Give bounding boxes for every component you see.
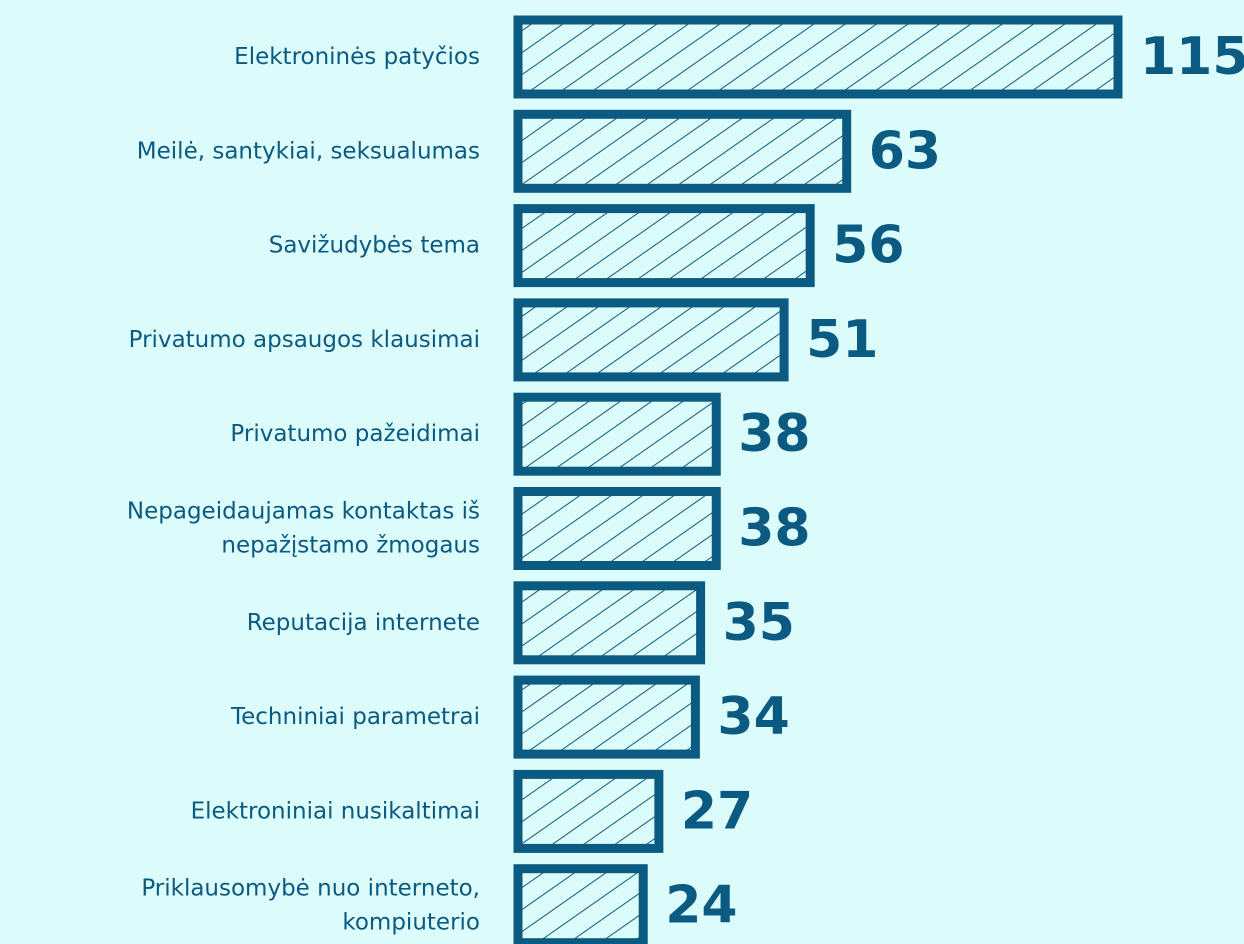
category-label: Elektroniniai nusikaltimai (191, 798, 480, 824)
category-label: Priklausomybė nuo interneto, kompiuterio (141, 875, 480, 935)
bar (513, 298, 789, 382)
value-label: 24 (665, 876, 737, 936)
value-label: 51 (806, 310, 878, 370)
value-label: 38 (738, 499, 810, 559)
value-label: 34 (717, 687, 789, 747)
category-label: Privatumo pažeidimai (230, 421, 480, 447)
bar (513, 392, 721, 476)
category-label: Techniniai parametrai (230, 704, 480, 730)
bar (513, 581, 706, 665)
category-label: Reputacija internete (247, 609, 480, 635)
bar (513, 109, 852, 193)
value-label: 38 (738, 404, 810, 464)
bar (513, 15, 1123, 99)
value-label: 35 (723, 593, 795, 653)
category-label: Savižudybės tema (269, 232, 480, 258)
value-label: 56 (832, 216, 904, 276)
category-label: Elektroninės patyčios (234, 44, 480, 70)
bar (513, 769, 664, 853)
category-label: Nepageidaujamas kontaktas iš nepažįstamo … (127, 498, 480, 558)
value-label: 115 (1140, 27, 1244, 87)
bar (513, 864, 648, 944)
bar (513, 675, 700, 759)
category-label: Privatumo apsaugos klausimai (129, 326, 480, 352)
value-label: 27 (681, 781, 753, 841)
category-label: Meilė, santykiai, seksualumas (137, 138, 480, 164)
bar (513, 204, 815, 288)
value-label: 63 (869, 121, 941, 181)
bar (513, 487, 721, 570)
